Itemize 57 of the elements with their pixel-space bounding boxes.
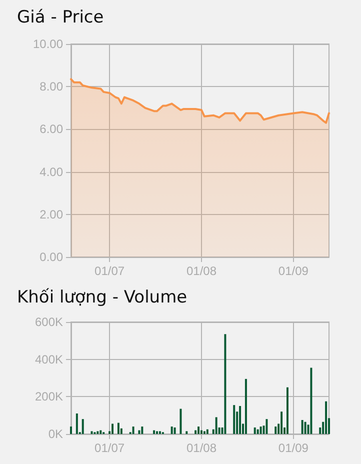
bar [138,430,140,434]
bar [260,426,262,434]
y-tick-label: 6.00 [40,122,64,136]
bar [280,412,283,434]
bar [286,387,288,434]
bar [153,430,156,434]
x-tick-label: 01/09 [278,264,309,278]
bar [170,426,173,434]
bar [254,427,256,434]
bar [141,426,144,434]
bar [256,429,259,434]
y-tick-label: 8.00 [40,80,64,94]
bar [239,406,242,434]
bar [90,431,93,434]
bar [156,431,158,434]
x-tick-label: 01/08 [186,264,217,278]
y-tick-label: 0K [48,427,63,441]
bar [301,420,304,434]
y-tick-label: 600K [34,315,63,329]
bar [200,430,202,434]
x-tick-label: 01/07 [94,264,125,278]
y-tick-label: 4.00 [40,164,64,179]
y-tick-label: 200K [34,390,63,404]
bar [82,419,84,434]
bar [224,334,226,434]
bar [215,417,218,434]
bar [180,408,182,434]
x-tick-label: 01/07 [94,441,125,455]
bar [174,427,176,434]
bar [266,419,268,434]
bar [244,378,247,434]
bar [158,431,161,434]
y-tick-label: 10.00 [32,37,64,51]
bar [233,405,236,434]
bar [274,426,277,434]
bar [198,426,200,434]
bar [310,368,312,434]
bar [112,424,114,434]
y-tick-label: 2.00 [40,207,64,222]
bar [186,431,188,434]
x-tick-label: 01/09 [278,441,309,455]
bar [304,422,306,434]
bar [203,431,206,434]
x-tick-label: 01/08 [186,441,217,455]
bar [100,430,102,434]
y-tick-label: 0.00 [40,250,64,264]
bar [117,422,120,434]
chart-title: Giá - Price [17,8,104,28]
bar [206,429,208,434]
bar [96,431,99,434]
bar [194,430,197,434]
chart-title: Khối lượng - Volume [17,288,188,308]
bar [70,426,72,434]
bar [325,401,328,434]
y-tick-label: 400K [34,352,63,366]
bar [132,426,134,434]
bar [76,413,78,434]
